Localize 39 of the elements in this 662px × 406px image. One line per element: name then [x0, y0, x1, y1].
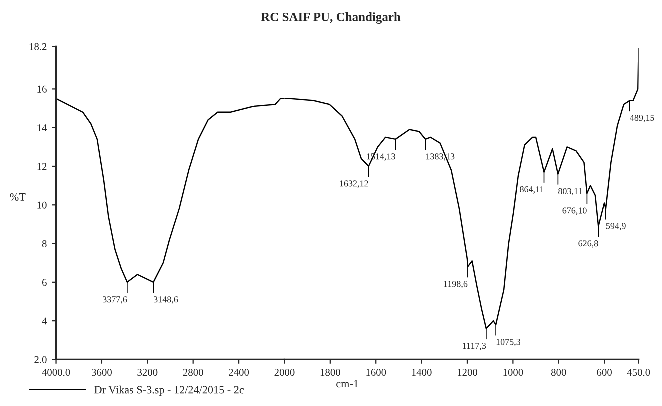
annotation: 1632,12: [340, 180, 368, 188]
annotation: 1117,3: [463, 342, 486, 350]
x-tick-label: 2400: [229, 369, 250, 376]
x-axis-title: cm-1: [336, 380, 358, 388]
y-axis-title: %T: [10, 193, 26, 201]
annotation: 676,10: [562, 208, 587, 216]
x-tick-label: 1200: [458, 369, 478, 376]
annotation: 489,15: [630, 114, 654, 122]
y-tick-label: 2.0: [34, 356, 47, 364]
annotation: 594,9: [606, 223, 626, 231]
y-tick-label: 8: [42, 240, 47, 248]
x-tick-label: 1600: [366, 369, 386, 376]
annotation: 864,11: [520, 186, 544, 194]
x-tick-label: 800: [551, 369, 566, 376]
annotation: 3148,6: [154, 296, 178, 304]
y-tick-label: 12: [38, 163, 47, 170]
x-tick-label: 3600: [92, 369, 112, 376]
x-tick-label: 600: [597, 369, 612, 376]
x-tick-label: 2800: [183, 369, 204, 376]
y-tick-label: 4: [42, 318, 48, 325]
annotation: 3377,6: [103, 296, 128, 304]
x-tick-label: 1400: [412, 369, 432, 376]
x-tick-label: 1800: [320, 369, 340, 376]
text: Dr Vikas S-3.sp - 12/24/2015 - 2c: [94, 386, 244, 396]
y-tick-label: 6: [42, 279, 47, 286]
annotation: 1075,3: [496, 339, 521, 346]
annotation: 626,8: [578, 240, 598, 248]
annotation: 1198,6: [444, 281, 468, 289]
y-tick-label: 10: [38, 202, 47, 209]
x-tick-label: 1000: [504, 369, 524, 376]
x-tick-label: 4000.0: [42, 369, 70, 376]
y-tick-label: 16: [38, 86, 47, 93]
y-tick-label: 14: [38, 124, 48, 132]
chart-title: RC SAIF PU, Chandigarh: [261, 12, 401, 24]
x-tick-label: 450.0: [627, 369, 650, 376]
annotation: 803,11: [558, 188, 582, 196]
y-tick-label: 18.2: [30, 43, 47, 50]
x-tick-label: 3200: [138, 369, 158, 376]
x-tick-label: 2000: [274, 369, 295, 376]
